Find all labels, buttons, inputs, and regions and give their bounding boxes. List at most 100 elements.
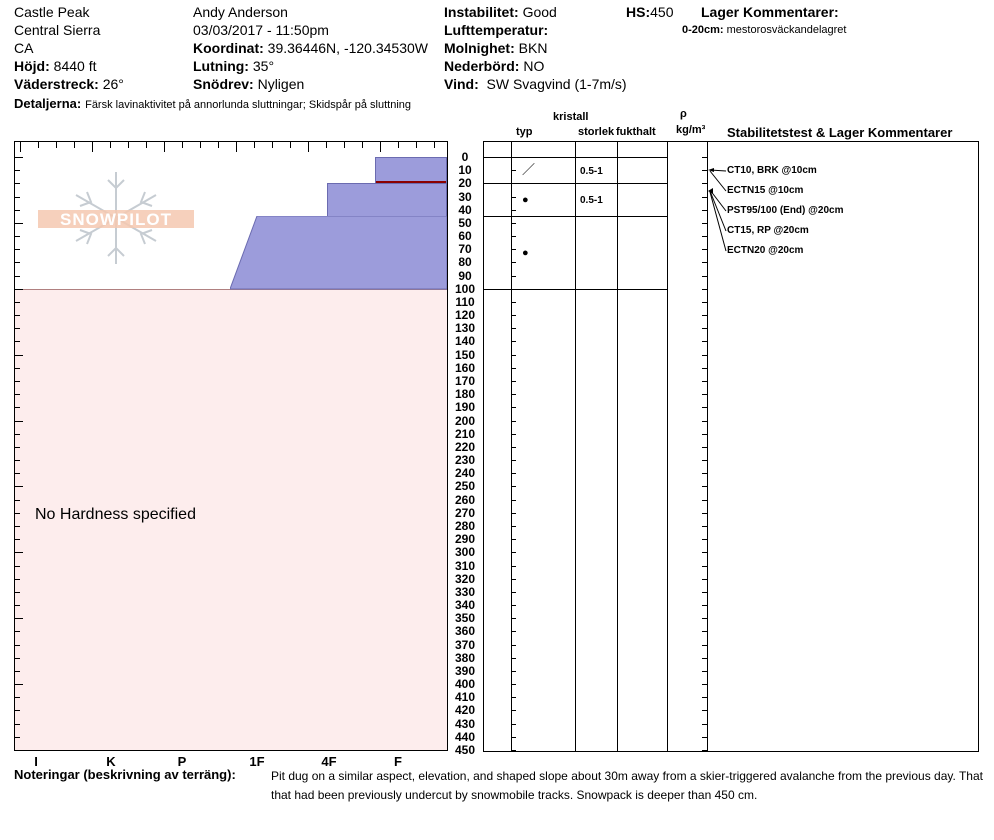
hardness-tick bbox=[398, 142, 399, 148]
table-depth-tick bbox=[512, 645, 516, 646]
stability-test-2: ECTN15 @10cm bbox=[727, 185, 804, 196]
depth-tick bbox=[15, 236, 20, 237]
depth-label: 20 bbox=[458, 176, 472, 191]
drift-value: Nyligen bbox=[257, 76, 305, 92]
table-depth-tick bbox=[702, 341, 707, 342]
table-depth-tick bbox=[702, 592, 707, 593]
depth-tick bbox=[15, 315, 20, 316]
depth-label: 180 bbox=[454, 387, 476, 402]
table-depth-tick bbox=[512, 262, 516, 263]
depth-label: 390 bbox=[454, 663, 476, 678]
depth-tick bbox=[15, 289, 23, 290]
table-depth-tick bbox=[512, 737, 516, 738]
precip-value: NO bbox=[523, 58, 545, 74]
depth-label: 310 bbox=[454, 558, 476, 573]
hardness-tick bbox=[128, 142, 129, 148]
col-divider-moisture bbox=[617, 141, 618, 752]
hardness-tick bbox=[182, 142, 183, 148]
drift-label: Snödrev: bbox=[193, 76, 254, 92]
table-depth-tick bbox=[702, 513, 707, 514]
table-depth-tick bbox=[702, 566, 707, 567]
hardness-tick bbox=[200, 142, 201, 148]
table-depth-tick bbox=[702, 697, 707, 698]
depth-label: 360 bbox=[454, 624, 476, 639]
table-depth-tick bbox=[702, 684, 707, 685]
table-depth-tick bbox=[512, 460, 516, 461]
table-depth-tick bbox=[702, 500, 707, 501]
hs-value: 450 bbox=[650, 4, 674, 20]
depth-label: 200 bbox=[454, 413, 476, 428]
depth-label: 90 bbox=[458, 268, 472, 283]
hardness-label-1f: 1F bbox=[249, 754, 265, 769]
layer-3-type-icon: ● bbox=[522, 247, 529, 259]
below-profile-area bbox=[15, 289, 447, 750]
table-depth-tick bbox=[512, 605, 516, 606]
depth-label: 240 bbox=[454, 466, 476, 481]
col-divider-size bbox=[575, 141, 576, 752]
elevation-label: Höjd: bbox=[14, 58, 50, 74]
table-depth-tick bbox=[512, 526, 516, 527]
layer-boundary-100 bbox=[483, 289, 667, 290]
table-depth-tick bbox=[512, 328, 516, 329]
sky-row: Molnighet: BKN bbox=[444, 40, 547, 56]
depth-tick bbox=[15, 724, 20, 725]
depth-label: 320 bbox=[454, 571, 476, 586]
depth-tick bbox=[15, 631, 20, 632]
depth-label: 160 bbox=[454, 360, 476, 375]
depth-tick bbox=[15, 407, 20, 408]
depth-tick bbox=[15, 210, 20, 211]
table-depth-tick bbox=[702, 289, 707, 290]
table-depth-tick bbox=[512, 684, 516, 685]
layer-1-type-icon: ／ bbox=[522, 162, 536, 177]
table-depth-tick bbox=[702, 447, 707, 448]
table-depth-tick bbox=[512, 355, 516, 356]
hardness-tick bbox=[272, 142, 273, 148]
table-depth-tick bbox=[512, 407, 516, 408]
table-depth-tick bbox=[702, 276, 707, 277]
layer-comment-depth: 0-20cm: bbox=[682, 24, 724, 36]
depth-label: 150 bbox=[454, 347, 476, 362]
hardness-tick bbox=[92, 142, 93, 152]
depth-label: 100 bbox=[454, 281, 476, 296]
table-depth-tick bbox=[702, 210, 707, 211]
table-depth-tick bbox=[512, 473, 516, 474]
table-depth-tick bbox=[702, 605, 707, 606]
hs-label: HS: bbox=[626, 4, 651, 20]
table-depth-tick bbox=[512, 513, 516, 514]
depth-label: 80 bbox=[458, 255, 472, 270]
depth-label: 220 bbox=[454, 439, 476, 454]
table-depth-tick bbox=[702, 249, 707, 250]
depth-label: 50 bbox=[458, 215, 472, 230]
hardness-tick bbox=[380, 142, 381, 152]
table-depth-tick bbox=[702, 328, 707, 329]
col-divider-stability bbox=[707, 141, 708, 752]
depth-tick bbox=[15, 539, 20, 540]
depth-label: 410 bbox=[454, 690, 476, 705]
hardness-tick bbox=[146, 142, 147, 148]
elevation-row: Höjd: 8440 ft bbox=[14, 58, 96, 74]
table-depth-tick bbox=[702, 737, 707, 738]
layer-0-20 bbox=[375, 157, 447, 183]
hardness-tick bbox=[38, 142, 39, 148]
depth-label: 110 bbox=[455, 294, 475, 309]
col-divider-density bbox=[667, 141, 668, 752]
elevation-value: 8440 ft bbox=[53, 58, 97, 74]
wind-value: SW Svagvind (1-7m/s) bbox=[486, 76, 627, 92]
table-depth-tick bbox=[702, 671, 707, 672]
coord-value: 39.36446N, -120.34530W bbox=[267, 40, 428, 56]
depth-tick bbox=[15, 710, 20, 711]
hardness-tick bbox=[110, 142, 111, 148]
table-depth-tick bbox=[512, 210, 516, 211]
layer-boundary-45 bbox=[483, 216, 667, 217]
depth-tick bbox=[15, 223, 23, 224]
hardness-label-i: I bbox=[34, 754, 38, 769]
table-depth-tick bbox=[512, 697, 516, 698]
table-depth-tick bbox=[702, 368, 707, 369]
table-depth-tick bbox=[512, 552, 516, 553]
stability-pointers bbox=[708, 168, 727, 252]
depth-tick bbox=[15, 328, 20, 329]
layer-1-size: 0.5-1 bbox=[580, 166, 603, 177]
header-crystal: kristall bbox=[553, 111, 589, 123]
table-depth-tick bbox=[702, 539, 707, 540]
hardness-tick bbox=[434, 142, 435, 148]
